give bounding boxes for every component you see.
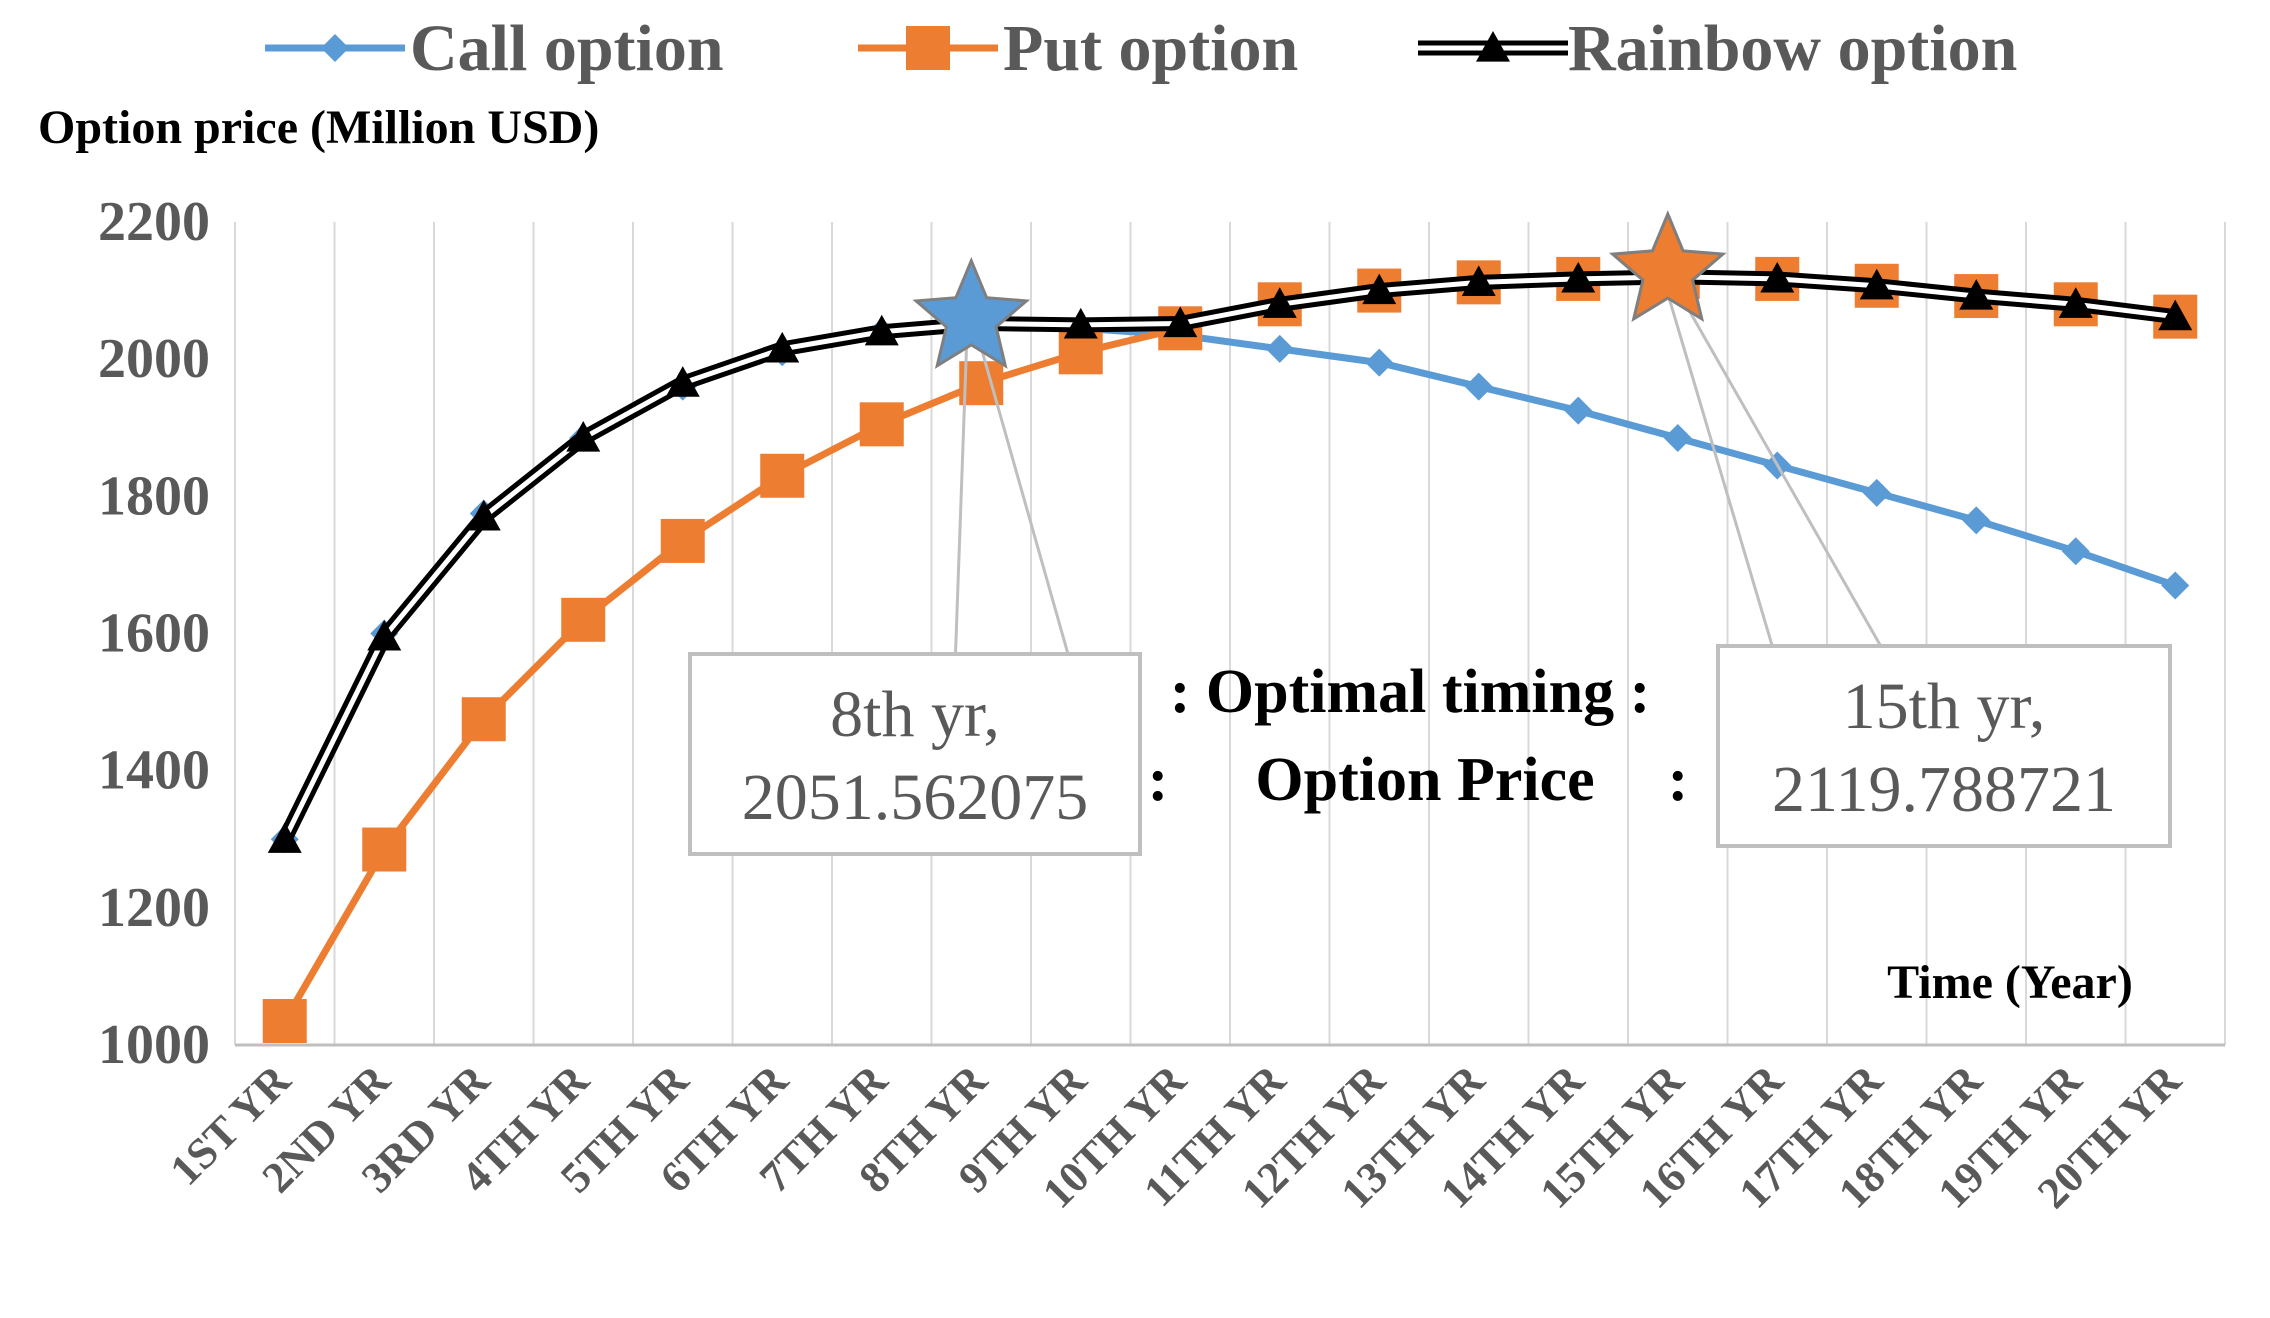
call-option-point-18 xyxy=(1962,506,1991,535)
y-tick-labels: 1000 1200 1400 1600 1800 2000 2200 xyxy=(98,191,210,1076)
rainbow-option-point-16 xyxy=(1760,261,1795,293)
put-option-point-6 xyxy=(760,453,805,498)
y-tick-1600: 1600 xyxy=(98,603,210,665)
call-option-point-19 xyxy=(2061,537,2090,566)
put-optimum-box xyxy=(1716,644,2172,848)
put-optimum-star xyxy=(1608,210,1727,323)
rainbow-option-point-12 xyxy=(1362,273,1397,305)
legend-rainbow-option-marker xyxy=(1476,31,1510,62)
call-optimum-label-line1: 8th yr, xyxy=(830,678,1000,751)
put-option-point-1 xyxy=(262,998,307,1043)
put-option-point-2 xyxy=(362,827,407,872)
put-optimum-callout: 15th yr, 2119.788721 xyxy=(1608,210,2172,848)
call-option-point-14 xyxy=(1564,396,1593,425)
rainbow-option-point-5 xyxy=(665,366,700,397)
call-optimum-label-line2: 2051.562075 xyxy=(742,761,1089,834)
legend-put-option-label: Put option xyxy=(1003,12,1298,85)
option-price-label: Option Price xyxy=(1255,746,1594,814)
legend-put-option-marker xyxy=(906,26,950,70)
legend-call-option-marker xyxy=(321,34,349,62)
rainbow-option-point-18 xyxy=(1959,279,1994,310)
y-tick-1400: 1400 xyxy=(98,740,210,802)
legend-item-put-option: Put option xyxy=(858,12,1298,85)
callouts: 8th yr, 2051.562075 15th yr, 2119.788721 xyxy=(688,210,2172,856)
option-price-colon-left: : xyxy=(1148,746,1169,814)
y-tick-2000: 2000 xyxy=(98,328,210,390)
legend-rainbow-option-label: Rainbow option xyxy=(1568,12,2017,85)
rainbow-option-point-2 xyxy=(367,619,402,651)
put-option-point-7 xyxy=(859,402,904,447)
rainbow-option-point-1 xyxy=(267,822,302,853)
call-option-point-15 xyxy=(1663,424,1692,453)
put-option-point-4 xyxy=(561,597,606,642)
rainbow-option-point-6 xyxy=(765,331,800,363)
rainbow-option-point-14 xyxy=(1561,261,1596,293)
rainbow-option-point-13 xyxy=(1461,265,1496,296)
x-axis-title: Time (Year) xyxy=(1887,956,2133,1009)
option-price-colon-right: : xyxy=(1668,746,1689,814)
y-tick-1800: 1800 xyxy=(98,465,210,527)
rainbow-option-point-10 xyxy=(1163,306,1198,338)
y-tick-1200: 1200 xyxy=(98,877,210,939)
y-tick-2200: 2200 xyxy=(98,191,210,253)
put-optimum-label-line2: 2119.788721 xyxy=(1772,753,2116,826)
call-option-point-13 xyxy=(1464,372,1493,401)
legend: Call option Put option Rainbow option xyxy=(265,12,2017,85)
legend-item-call-option: Call option xyxy=(265,12,724,85)
call-optimum-callout: 8th yr, 2051.562075 xyxy=(688,256,1142,856)
rainbow-option-point-3 xyxy=(466,499,501,531)
rainbow-option-point-19 xyxy=(2058,287,2093,318)
rainbow-option-point-20 xyxy=(2158,299,2193,331)
rainbow-option-point-9 xyxy=(1063,307,1098,339)
call-optimum-star xyxy=(912,256,1031,369)
rainbow-option-point-11 xyxy=(1262,287,1297,318)
put-option-point-5 xyxy=(660,518,705,563)
optimal-timing-label: : Optimal timing : xyxy=(1170,658,1650,726)
legend-item-rainbow-option: Rainbow option xyxy=(1418,12,2017,85)
y-axis-title: Option price (Million USD) xyxy=(38,101,599,154)
rainbow-option-point-7 xyxy=(864,314,899,346)
rainbow-option-point-17 xyxy=(1859,268,1894,300)
call-optimum-box xyxy=(688,652,1142,856)
legend-call-option-label: Call option xyxy=(410,12,724,85)
put-option-point-3 xyxy=(461,697,506,742)
put-optimum-label-line1: 15th yr, xyxy=(1843,670,2046,743)
rainbow-option-line xyxy=(282,274,2176,841)
call-option-point-20 xyxy=(2161,571,2190,600)
call-option-point-12 xyxy=(1365,348,1394,377)
call-option-point-11 xyxy=(1265,334,1294,363)
rainbow-option-point-4 xyxy=(566,421,601,452)
y-tick-1000: 1000 xyxy=(98,1014,210,1076)
call-option-point-17 xyxy=(1862,478,1891,507)
